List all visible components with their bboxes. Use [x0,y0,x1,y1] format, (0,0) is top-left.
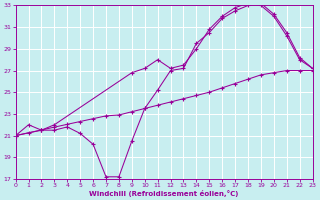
X-axis label: Windchill (Refroidissement éolien,°C): Windchill (Refroidissement éolien,°C) [89,190,239,197]
